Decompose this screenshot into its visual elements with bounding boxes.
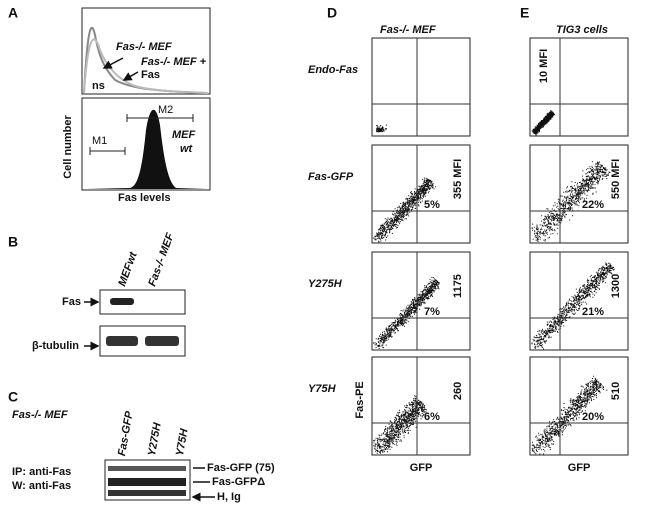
legend-text: Fas	[141, 69, 160, 81]
mfi-label: 260	[452, 382, 464, 400]
scatter-frame	[529, 356, 629, 456]
band-label: H, Ig	[217, 491, 241, 503]
histogram-frame	[81, 7, 211, 95]
lane-label: Y275H	[146, 421, 164, 457]
scatter-dots	[373, 276, 440, 349]
cells-label: Fas-/- MEF	[12, 409, 68, 421]
band-label: Fas-GFP (75)	[207, 462, 275, 474]
panel-title: Fas-/- MEF	[380, 24, 436, 36]
scatter-frame	[371, 356, 471, 456]
row-label: Fas	[62, 296, 81, 308]
scatter-dots	[376, 124, 387, 133]
panel-letter: E	[520, 5, 529, 21]
mfi-label: 1175	[452, 274, 464, 298]
mfi-label: 10 MFI	[538, 49, 550, 83]
scatter-dots	[373, 395, 428, 454]
axis-label: GFP	[410, 462, 433, 474]
arrow	[122, 71, 139, 81]
row-label: Y275H	[308, 278, 343, 290]
arrow	[102, 57, 124, 69]
percent-label: 6%	[424, 411, 440, 423]
blot	[104, 459, 191, 501]
percent-label: 7%	[424, 306, 440, 318]
gate	[89, 114, 194, 155]
gate-label: M1	[92, 135, 107, 147]
scatter-dots	[531, 262, 615, 350]
quadrant-lines	[372, 252, 470, 350]
row-label: Fas-GFP	[308, 171, 354, 183]
quadrant-lines	[530, 252, 628, 350]
quadrant-lines	[372, 357, 470, 455]
percent-label: 21%	[582, 306, 604, 318]
panel-letter: A	[8, 5, 18, 21]
lane-label: Fas-GFP	[116, 410, 136, 457]
sample-label: MEF	[172, 129, 196, 141]
quadrant-lines	[372, 145, 470, 243]
histogram-frame	[81, 97, 211, 191]
method-label: W: anti-Fas	[12, 480, 71, 492]
mfi-label: 510	[610, 382, 622, 400]
gate-label: M2	[158, 104, 173, 116]
panel-letter: D	[327, 5, 337, 21]
mfi-label: 550 MFI	[610, 159, 622, 199]
quadrant-lines	[530, 145, 628, 243]
axis-label: Fas levels	[118, 192, 171, 204]
axis-label: Cell number	[62, 115, 74, 179]
histogram-peak	[86, 109, 208, 189]
scatter-frame	[529, 37, 629, 137]
arrow	[193, 467, 215, 497]
lane-label: MEFwt	[116, 249, 140, 288]
band-label: Fas-GFPΔ	[212, 476, 265, 488]
percent-label: 22%	[582, 199, 604, 211]
scatter-frame	[371, 144, 471, 244]
sample-label: wt	[180, 143, 194, 155]
mfi-label: 355 MFI	[452, 159, 464, 199]
band	[108, 490, 186, 496]
blot	[99, 325, 186, 357]
panel-letter: C	[8, 389, 18, 405]
axis-label: GFP	[568, 462, 591, 474]
row-label: Endo-Fas	[308, 64, 358, 76]
scatter-dots	[531, 375, 608, 455]
row-label: Y75H	[308, 383, 337, 395]
histogram-curve	[83, 38, 209, 94]
lane-label: Fas-/- MEF	[146, 231, 176, 288]
band	[108, 478, 186, 486]
percent-label: 5%	[424, 199, 440, 211]
scatter-frame	[371, 37, 471, 137]
label: ns	[92, 80, 105, 92]
panel-title: TIG3 cells	[556, 24, 608, 36]
band	[110, 298, 134, 305]
band	[108, 466, 186, 471]
mfi-label: 1300	[610, 274, 622, 298]
band	[106, 336, 138, 346]
panel-letter: B	[8, 234, 18, 250]
quadrant-lines	[530, 38, 628, 136]
method-label: IP: anti-Fas	[12, 466, 71, 478]
legend-text: Fas-/- MEF	[116, 41, 172, 53]
quadrant-lines	[530, 357, 628, 455]
band	[145, 336, 179, 346]
blot	[99, 289, 186, 315]
scatter-frame	[371, 251, 471, 351]
row-label: β-tubulin	[32, 340, 79, 352]
percent-label: 20%	[582, 411, 604, 423]
scatter-dots	[531, 110, 555, 136]
quadrant-lines	[372, 38, 470, 136]
scatter-dots	[531, 161, 611, 242]
lane-label: Y75H	[174, 427, 191, 457]
legend-text: Fas-/- MEF +	[141, 56, 207, 68]
scatter-frame	[529, 144, 629, 244]
scatter-frame	[529, 251, 629, 351]
axis-label: Fas-PE	[354, 381, 366, 418]
